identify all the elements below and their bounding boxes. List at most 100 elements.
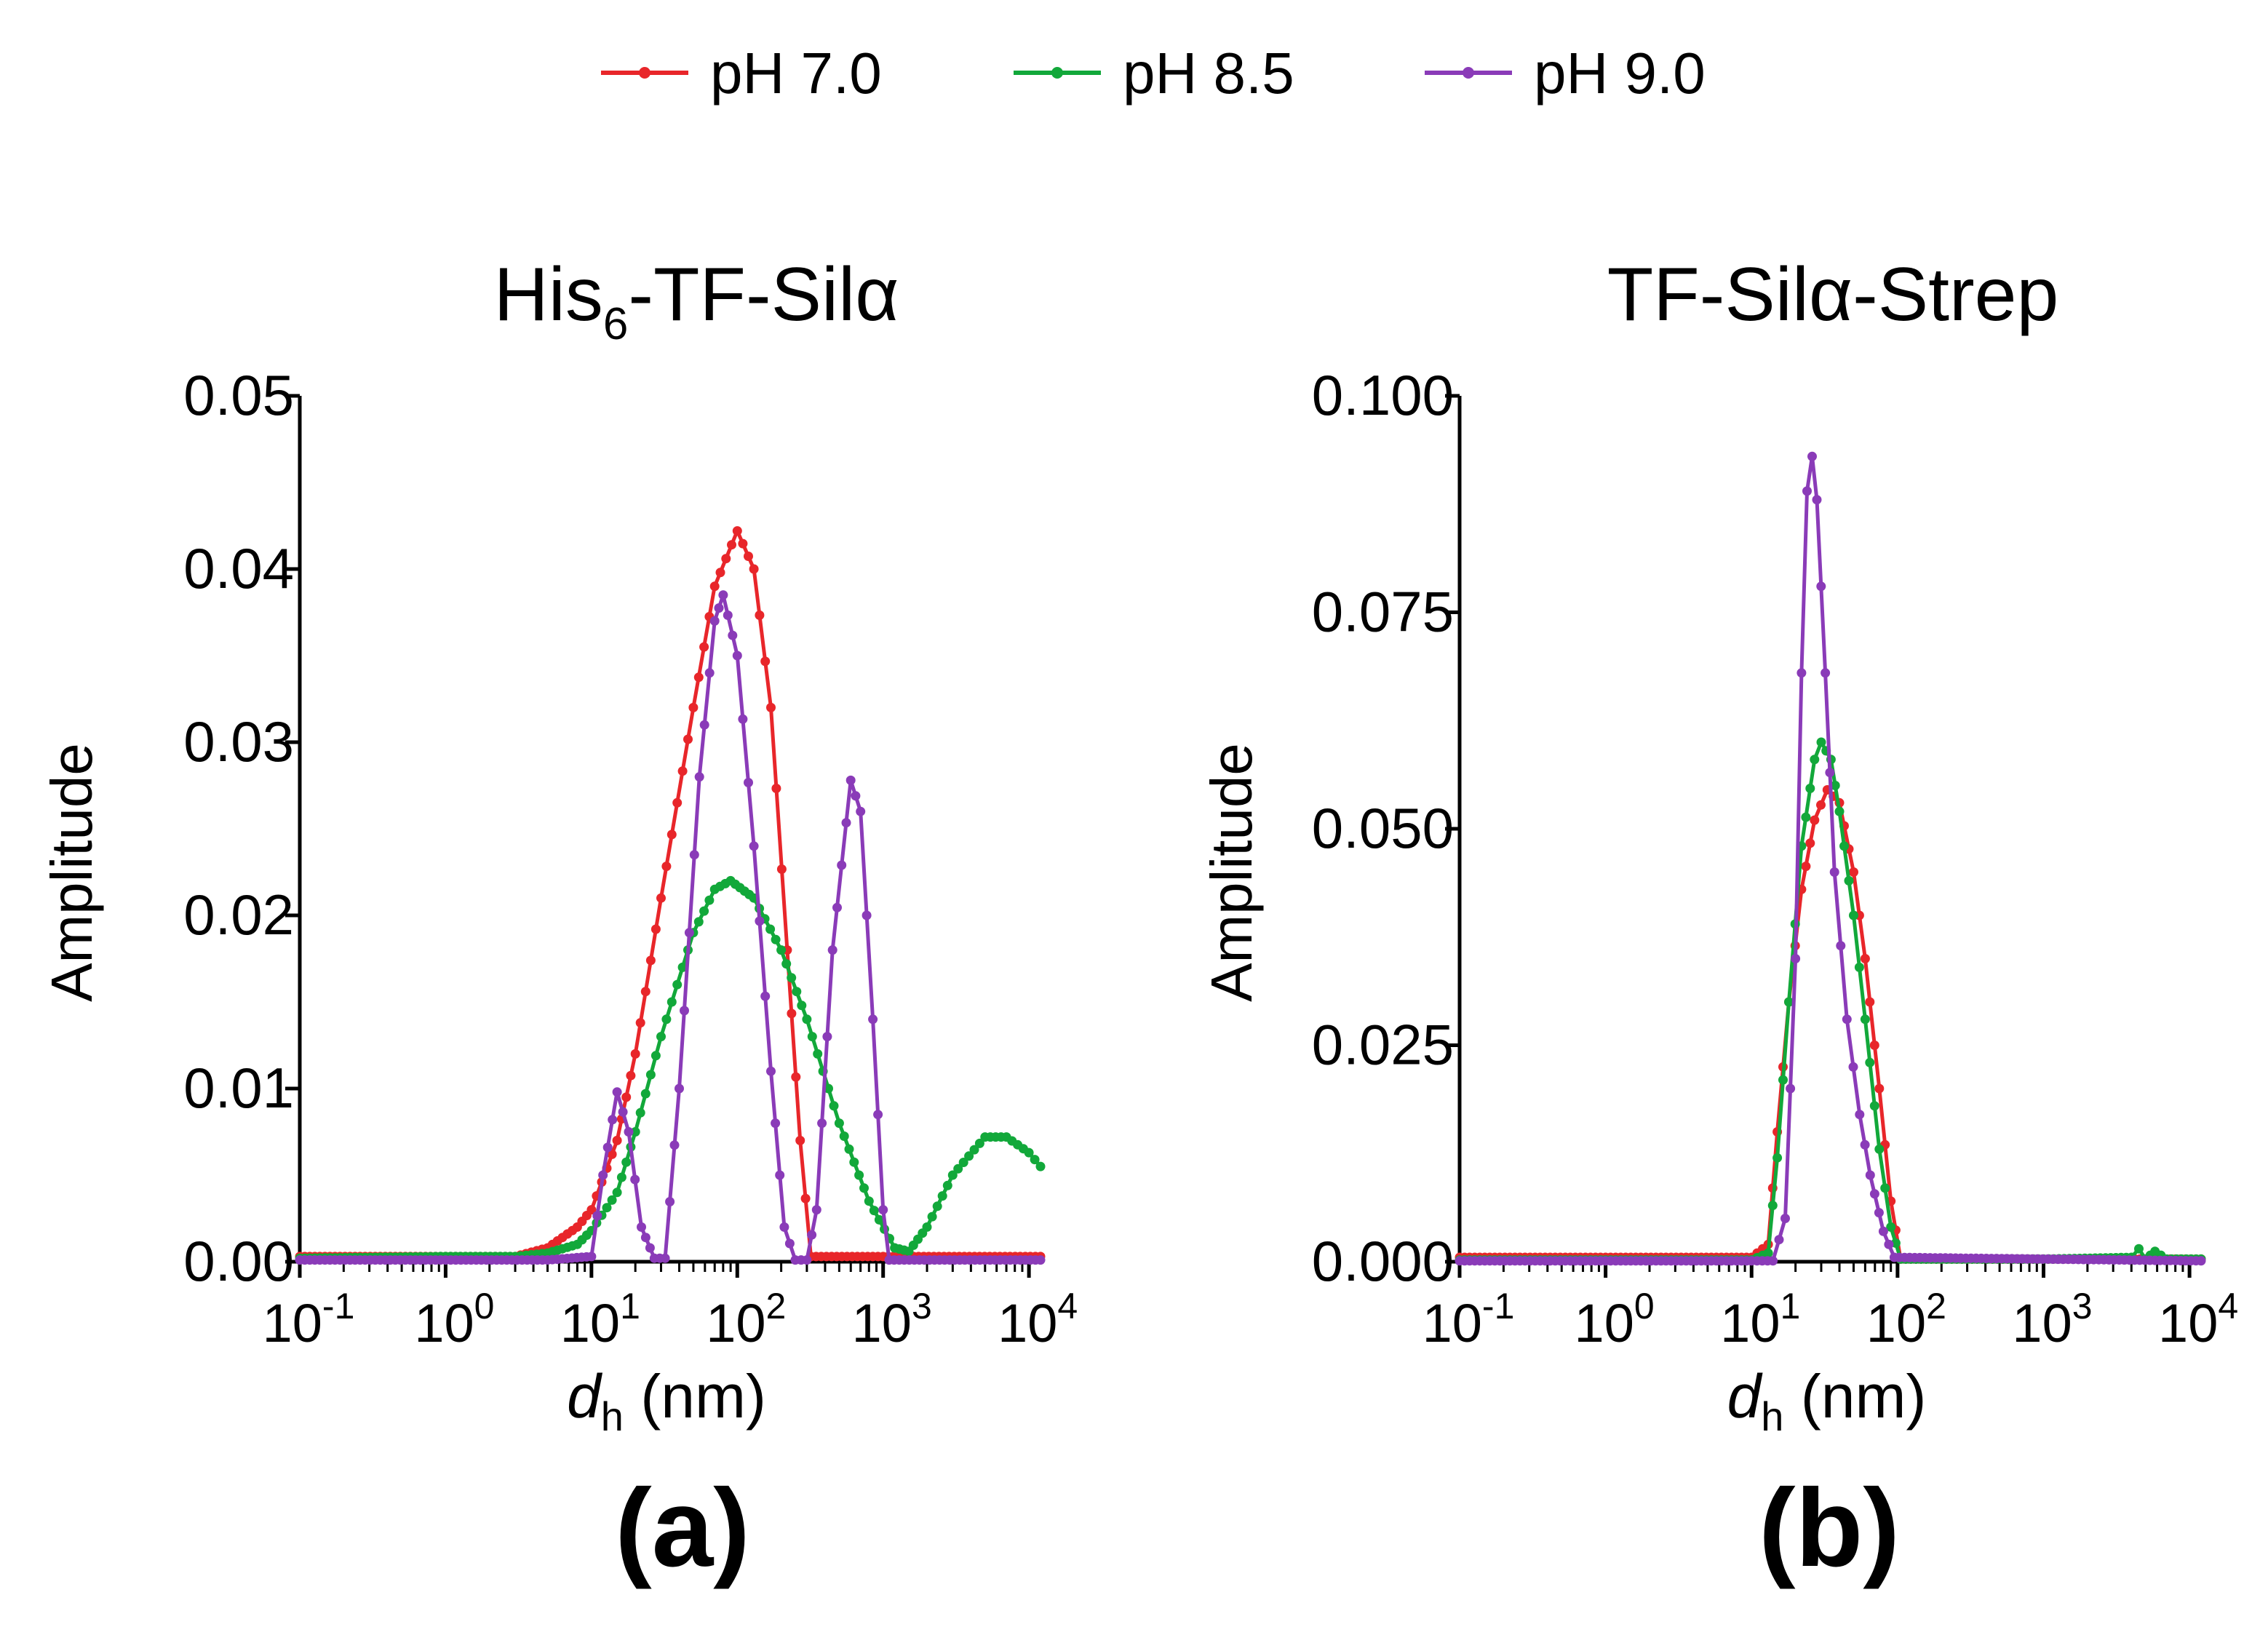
- data-point: [807, 1230, 817, 1240]
- data-point: [709, 581, 720, 592]
- data-point: [704, 895, 715, 905]
- data-point: [834, 1118, 844, 1129]
- data-point: [621, 1157, 632, 1167]
- data-point: [1844, 875, 1854, 886]
- x-tick-base: 10: [706, 1293, 765, 1353]
- series-line: [1460, 454, 2202, 1263]
- x-axis-label: dh (nm): [567, 1362, 766, 1439]
- data-point: [624, 1127, 634, 1137]
- data-point: [1848, 1062, 1858, 1072]
- data-point: [765, 924, 776, 934]
- data-point: [760, 656, 771, 667]
- data-point: [1805, 838, 1815, 848]
- data-point: [598, 1170, 608, 1180]
- data-point: [1834, 806, 1845, 816]
- data-point: [661, 862, 672, 872]
- data-point: [927, 1212, 937, 1222]
- data-point: [1816, 800, 1826, 810]
- data-point: [811, 1205, 821, 1215]
- data-point: [822, 1032, 832, 1042]
- data-point: [974, 1138, 984, 1148]
- data-point: [667, 997, 677, 1007]
- data-point: [704, 668, 715, 678]
- data-point: [656, 1032, 666, 1042]
- data-point: [859, 1183, 869, 1193]
- data-point: [953, 1163, 963, 1174]
- data-point: [2134, 1244, 2144, 1254]
- data-point: [626, 1070, 636, 1081]
- series-ph-9.0: [1455, 451, 2206, 1266]
- data-point: [586, 1205, 597, 1215]
- data-point: [650, 1051, 661, 1061]
- data-point: [1842, 1014, 1852, 1025]
- x-tick-base: 10: [1575, 1293, 1634, 1353]
- data-point: [1035, 1161, 1046, 1171]
- x-tick-label: 102: [1866, 1286, 1946, 1353]
- data-point: [1874, 1144, 1885, 1154]
- data-point: [827, 945, 837, 955]
- data-point: [1810, 755, 1820, 765]
- data-point: [829, 1101, 839, 1111]
- data-point: [672, 797, 683, 808]
- data-point: [969, 1145, 979, 1155]
- data-point: [640, 987, 650, 997]
- data-point: [667, 830, 677, 840]
- x-tick-label: 101: [1720, 1286, 1800, 1353]
- data-point: [744, 552, 753, 561]
- data-point: [864, 1196, 874, 1206]
- data-point: [771, 784, 781, 793]
- data-point: [694, 772, 704, 782]
- data-point: [699, 720, 709, 730]
- data-point: [932, 1201, 942, 1212]
- data-point: [699, 906, 709, 916]
- data-point: [728, 630, 738, 640]
- data-point: [787, 1009, 797, 1019]
- data-point: [832, 902, 842, 912]
- data-point: [1854, 962, 1864, 972]
- data-point: [637, 1222, 646, 1232]
- data-point: [854, 1170, 864, 1180]
- data-point: [849, 1157, 859, 1167]
- data-point: [760, 991, 771, 1001]
- data-point: [727, 540, 736, 550]
- x-tick-exponent: 1: [620, 1286, 640, 1326]
- data-point: [755, 916, 765, 926]
- data-point: [635, 1018, 645, 1028]
- x-tick-base: 10: [2158, 1293, 2218, 1353]
- data-point: [1763, 1248, 1773, 1258]
- data-point: [645, 955, 656, 966]
- data-point: [874, 1214, 884, 1225]
- y-tick-label: 0.05: [183, 363, 294, 427]
- data-point: [1791, 954, 1801, 963]
- chart-title-text: TF-Silα-Strep: [1607, 252, 2059, 337]
- x-tick-label: 102: [706, 1286, 786, 1353]
- data-point: [792, 987, 802, 997]
- series-line: [1460, 788, 2201, 1261]
- data-point: [612, 1135, 622, 1145]
- data-point: [1836, 941, 1846, 951]
- data-point: [964, 1151, 974, 1161]
- data-point: [1768, 1256, 1778, 1266]
- data-point: [1802, 486, 1812, 496]
- x-tick-exponent: -1: [1482, 1286, 1514, 1326]
- data-point: [738, 538, 748, 549]
- data-point: [844, 1144, 854, 1154]
- x-tick-exponent: -1: [322, 1286, 354, 1326]
- data-point: [749, 564, 759, 574]
- y-tick-label: 0.03: [183, 709, 294, 773]
- data-point: [795, 1135, 805, 1145]
- data-point: [873, 1110, 883, 1120]
- x-tick-label: 10-1: [263, 1286, 355, 1353]
- x-axis-label-unit: (nm): [1783, 1362, 1926, 1431]
- data-point: [738, 714, 748, 724]
- data-point: [837, 860, 847, 870]
- y-axis-label: Amplitude: [1199, 743, 1264, 1002]
- data-point: [732, 651, 742, 661]
- data-point: [680, 1006, 689, 1016]
- data-point: [1807, 451, 1817, 461]
- series-ph-7.0: [295, 526, 1046, 1262]
- x-tick-exponent: 1: [1780, 1286, 1800, 1326]
- legend-label-2: pH 8.5: [1123, 41, 1294, 106]
- x-tick-exponent: 0: [1634, 1286, 1655, 1326]
- x-tick-base: 10: [414, 1293, 474, 1353]
